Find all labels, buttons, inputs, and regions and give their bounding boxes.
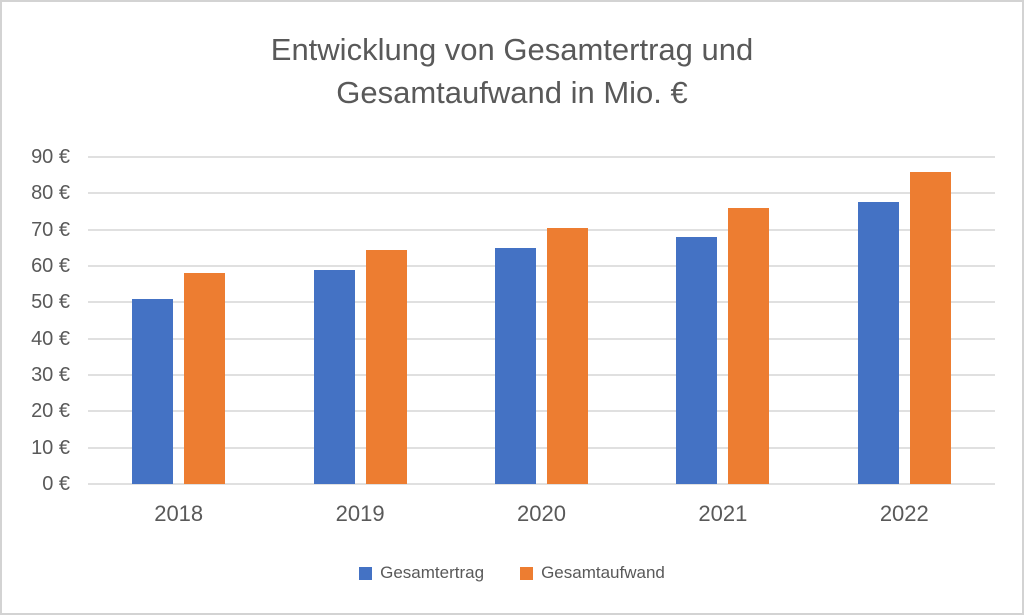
bar-gesamtaufwand-2022 (909, 171, 951, 484)
y-axis-tick-label: 90 € (31, 146, 70, 168)
bar-gesamtertrag-2022 (857, 202, 899, 484)
legend-swatch-icon (520, 566, 534, 580)
y-axis-tick-label: 70 € (31, 218, 70, 241)
gridline (88, 337, 995, 340)
chart-title-line-2: Gesamtaufwand in Mio. € (336, 75, 688, 110)
bar-gesamtertrag-2018 (132, 298, 174, 484)
y-axis-tick-label: 10 € (31, 436, 70, 459)
legend-item-gesamtertrag: Gesamtertrag (359, 561, 484, 585)
y-axis-tick-label: 30 € (31, 364, 70, 386)
x-axis: 2018 2019 2020 2021 2022 (88, 501, 995, 531)
x-axis-tick-label: 2021 (698, 501, 748, 526)
bar-gesamtaufwand-2021 (728, 207, 770, 484)
y-axis-tick-label: 60 € (31, 255, 70, 277)
x-axis-tick-label: 2022 (879, 501, 929, 526)
chart-title: Entwicklung von Gesamtertrag und Gesamta… (2, 28, 1022, 114)
gridline (88, 265, 995, 267)
gridline (88, 156, 995, 158)
gridline (88, 374, 995, 376)
gridline (88, 192, 995, 195)
bar-gesamtertrag-2019 (313, 269, 355, 484)
bar-gesamtaufwand-2018 (184, 273, 226, 484)
x-axis-tick-label: 2019 (335, 501, 385, 526)
legend-swatch-icon (359, 566, 373, 580)
bar-gesamtertrag-2021 (676, 236, 718, 484)
bar-gesamtertrag-2020 (495, 247, 536, 484)
y-axis-tick-label: 40 € (31, 327, 70, 350)
bar-gesamtaufwand-2020 (547, 227, 588, 484)
gridline (88, 410, 995, 413)
legend: Gesamtertrag Gesamtaufwand (2, 561, 1022, 585)
y-axis-tick-label: 0 € (42, 473, 70, 495)
chart-title-line-1: Entwicklung von Gesamtertrag und (270, 32, 754, 67)
plot-area (88, 156, 995, 485)
gridline (88, 228, 995, 231)
y-axis-tick-label: 80 € (31, 182, 70, 205)
y-axis-tick-label: 50 € (31, 291, 70, 314)
gridline (88, 446, 995, 449)
legend-label: Gesamtertrag (380, 563, 485, 582)
bar-gesamtaufwand-2019 (365, 249, 407, 484)
x-axis-tick-label: 2020 (517, 501, 566, 526)
x-axis-tick-label: 2018 (154, 501, 204, 526)
legend-label: Gesamtaufwand (541, 563, 665, 582)
gridline (88, 483, 995, 485)
y-axis-tick-label: 20 € (31, 400, 70, 423)
gridline (88, 301, 995, 304)
y-axis: 0 € 10 € 20 € 30 € 40 € 50 € 60 € 70 € 80 € 90 € (2, 146, 70, 495)
legend-item-gesamtaufwand: Gesamtaufwand (520, 561, 665, 585)
